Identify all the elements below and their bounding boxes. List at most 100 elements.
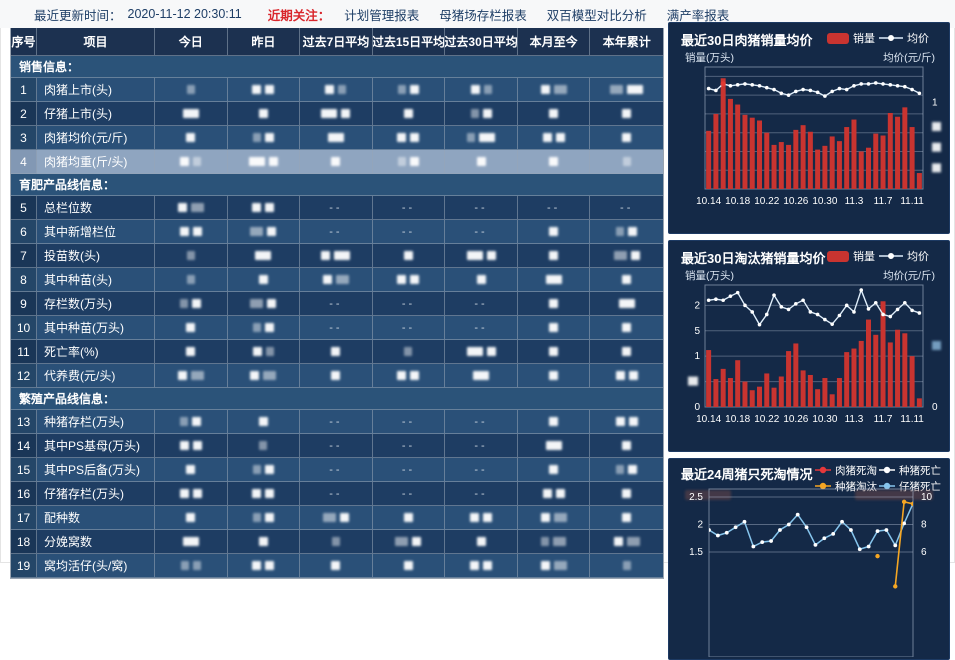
masked-value (628, 227, 638, 236)
masked-value (397, 133, 407, 142)
masked-value (549, 347, 559, 356)
masked-value (265, 489, 275, 498)
svg-text:2: 2 (697, 520, 703, 531)
report-link-plan[interactable]: 计划管理报表 (344, 8, 420, 23)
metric-value-cell (445, 102, 518, 126)
masked-value (259, 441, 268, 450)
masked-value (265, 561, 275, 570)
svg-text:1: 1 (694, 351, 700, 362)
table-row[interactable]: 16 仔猪存栏(万头) -- -- -- (11, 482, 663, 506)
table-row[interactable]: 11 死亡率(%) (11, 340, 663, 364)
metric-value-cell (517, 292, 591, 316)
empty-value: -- (401, 415, 416, 428)
svg-text:均价(元/斤): 均价(元/斤) (883, 52, 935, 64)
masked-value (192, 441, 202, 450)
masked-value (622, 133, 632, 142)
table-row[interactable]: 12 代养费(元/头) (11, 364, 663, 388)
metric-value-cell (445, 150, 518, 174)
masked-value (540, 513, 550, 522)
masked-value (613, 251, 627, 260)
metric-value-cell: -- (300, 196, 373, 220)
metric-value-cell (517, 150, 591, 174)
table-row[interactable]: 2 仔猪上市(头) (11, 102, 663, 126)
masked-value (265, 203, 275, 212)
masked-value (252, 465, 261, 474)
svg-text:10.26: 10.26 (783, 414, 808, 425)
metric-value-cell (227, 506, 301, 530)
masked-value (553, 85, 567, 94)
metric-value-cell (227, 364, 301, 388)
table-row[interactable]: 8 其中种苗(头) (11, 268, 663, 292)
metric-value-cell: -- (445, 220, 518, 244)
table-row[interactable]: 7 投苗数(头) (11, 244, 663, 268)
metric-value-cell: -- (372, 220, 446, 244)
masked-value (180, 561, 189, 570)
row-index: 1 (11, 78, 37, 102)
table-row[interactable]: 3 肉猪均价(元/斤) (11, 126, 663, 150)
masked-value (192, 227, 202, 236)
masked-value (409, 157, 419, 166)
masked-value (186, 275, 195, 284)
metric-name: 其中PS基母(万头) (37, 434, 155, 458)
table-row[interactable]: 4 肉猪均重(斤/头) (11, 150, 663, 174)
row-index: 8 (11, 268, 37, 292)
masked-value (177, 371, 187, 380)
metric-value-cell: -- (372, 292, 446, 316)
metric-value-cell (372, 506, 446, 530)
metric-name: 死亡率(%) (37, 340, 155, 364)
metric-value-cell (517, 126, 591, 150)
masked-value (622, 441, 632, 450)
masked-value (248, 157, 265, 166)
masked-value (177, 203, 187, 212)
table-row[interactable]: 14 其中PS基母(万头) -- -- -- (11, 434, 663, 458)
report-link-capacity[interactable]: 满产率报表 (666, 8, 730, 23)
metric-value-cell (372, 150, 446, 174)
report-link-sow-inventory[interactable]: 母猪场存栏报表 (439, 8, 527, 23)
report-link-model-compare[interactable]: 双百模型对比分析 (546, 8, 647, 23)
table-row[interactable]: 15 其中PS后备(万头) -- -- -- (11, 458, 663, 482)
masked-value (470, 85, 480, 94)
masked-value (190, 371, 204, 380)
row-index: 4 (11, 150, 37, 174)
table-row[interactable]: 13 种猪存栏(万头) -- -- -- (11, 410, 663, 434)
table-row[interactable]: 1 肉猪上市(头) (11, 78, 663, 102)
masked-value (192, 489, 202, 498)
metric-value-cell (227, 434, 301, 458)
metric-value-cell (227, 244, 301, 268)
table-row[interactable]: 19 窝均活仔(头/窝) (11, 554, 663, 578)
svg-text:10.18: 10.18 (725, 414, 750, 425)
masked-value (540, 85, 550, 94)
metric-value-cell (227, 410, 301, 434)
metric-value-cell (227, 554, 301, 578)
table-row[interactable]: 5 总栏位数 -- -- -- -- -- (11, 196, 663, 220)
empty-value: -- (329, 439, 343, 452)
metric-name: 代养费(元/头) (37, 364, 155, 388)
empty-value: -- (401, 321, 416, 334)
metric-value-cell (372, 126, 446, 150)
row-index: 16 (11, 482, 37, 506)
metric-value-cell (227, 102, 301, 126)
masked-value (549, 371, 559, 380)
table-row[interactable]: 6 其中新增栏位 -- -- -- (11, 220, 663, 244)
metric-value-cell: -- (445, 458, 518, 482)
metric-value-cell: -- (300, 434, 373, 458)
focus-label: 近期关注： (267, 8, 331, 23)
table-row[interactable]: 9 存栏数(万头) -- -- -- (11, 292, 663, 316)
status-bar: 最近更新时间： 2020-11-12 20:30:11 近期关注： 计划管理报表… (0, 0, 955, 28)
table-row[interactable]: 18 分娩窝数 (11, 530, 663, 554)
masked-value (397, 371, 407, 380)
svg-text:10: 10 (921, 492, 933, 503)
metric-value-cell: -- (300, 458, 373, 482)
masked-value (252, 489, 262, 498)
metric-name: 总栏位数 (37, 196, 155, 220)
masked-value (555, 133, 565, 142)
metric-value-cell (590, 482, 663, 506)
svg-text:均价: 均价 (907, 250, 929, 263)
table-row[interactable]: 17 配种数 (11, 506, 663, 530)
metric-value-cell (155, 554, 228, 578)
masked-value (541, 537, 550, 546)
table-row[interactable]: 10 其中种苗(万头) -- -- -- (11, 316, 663, 340)
